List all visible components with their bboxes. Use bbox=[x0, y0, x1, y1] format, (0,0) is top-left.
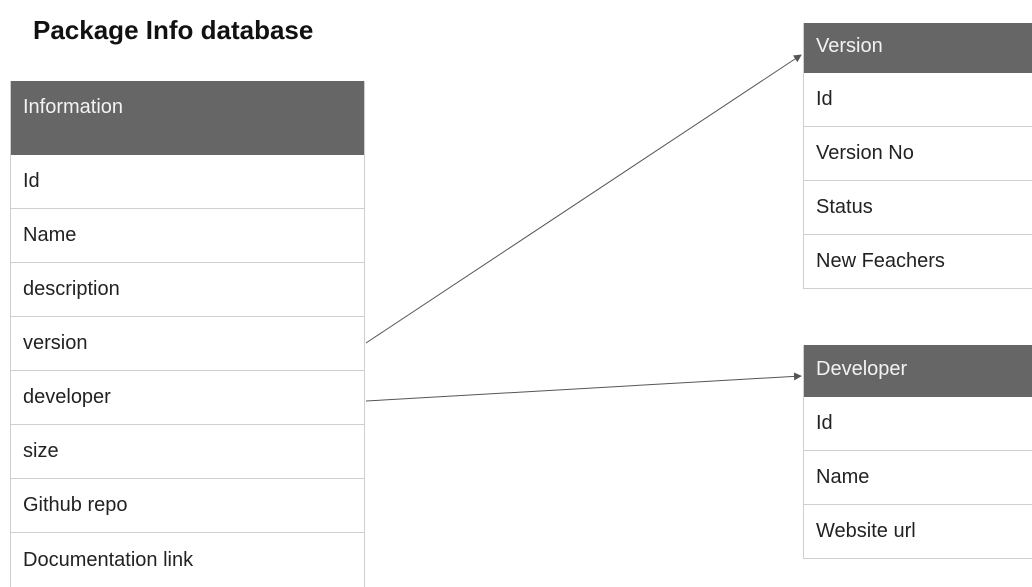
information-field-description: description bbox=[11, 263, 364, 317]
developer-table-header: Developer bbox=[804, 345, 1032, 397]
developer-field-website-url: Website url bbox=[804, 505, 1032, 559]
developer-relation-arrow bbox=[365, 372, 802, 402]
version-relation-arrow bbox=[365, 54, 802, 344]
information-field-github-repo: Github repo bbox=[11, 479, 364, 533]
information-field-version: version bbox=[11, 317, 364, 371]
information-field-size: size bbox=[11, 425, 364, 479]
version-field-id: Id bbox=[804, 73, 1032, 127]
developer-table: Developer Id Name Website url bbox=[803, 345, 1032, 559]
information-field-name: Name bbox=[11, 209, 364, 263]
version-field-version-no: Version No bbox=[804, 127, 1032, 181]
information-field-id: Id bbox=[11, 155, 364, 209]
developer-field-name: Name bbox=[804, 451, 1032, 505]
version-field-status: Status bbox=[804, 181, 1032, 235]
developer-field-id: Id bbox=[804, 397, 1032, 451]
version-table-header: Version bbox=[804, 23, 1032, 73]
version-table: Version Id Version No Status New Feacher… bbox=[803, 23, 1032, 289]
information-table: Information Id Name description version … bbox=[10, 81, 365, 587]
information-field-developer: developer bbox=[11, 371, 364, 425]
information-table-header: Information bbox=[11, 81, 364, 155]
version-field-new-feachers: New Feachers bbox=[804, 235, 1032, 289]
information-field-documentation-link: Documentation link bbox=[23, 548, 194, 571]
page-title: Package Info database bbox=[33, 15, 314, 45]
